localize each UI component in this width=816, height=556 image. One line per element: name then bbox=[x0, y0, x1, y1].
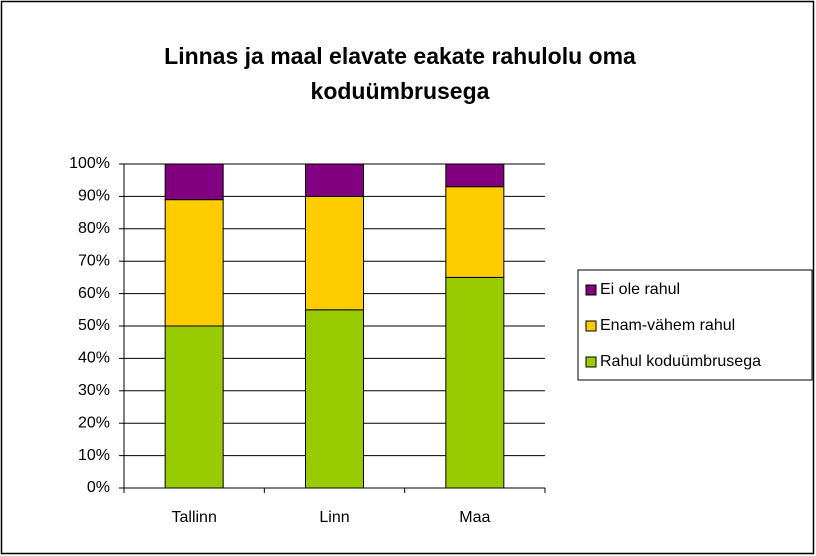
bar-segment bbox=[445, 163, 505, 188]
bar-segment bbox=[164, 163, 224, 201]
x-tick-label: Tallinn bbox=[171, 509, 216, 526]
bar-segment bbox=[305, 163, 364, 197]
y-tick-label: 90% bbox=[78, 188, 110, 205]
y-tick-label: 40% bbox=[78, 350, 110, 367]
chart-title: koduümbrusega bbox=[311, 78, 490, 104]
legend-box bbox=[577, 269, 813, 381]
bar-segment bbox=[445, 276, 505, 489]
y-tick-label: 70% bbox=[78, 252, 110, 269]
bar-segment bbox=[445, 186, 505, 278]
chart-title: Linnas ja maal elavate eakate rahulolu o… bbox=[164, 43, 636, 69]
y-tick-label: 80% bbox=[78, 220, 110, 237]
legend-swatch bbox=[585, 284, 597, 296]
bar-segment bbox=[305, 195, 364, 311]
legend-label: Rahul koduümbrusega bbox=[600, 353, 761, 370]
x-tick-label: Linn bbox=[319, 509, 349, 526]
bar-segment bbox=[164, 325, 224, 489]
bar-segment bbox=[164, 199, 224, 327]
y-tick-label: 50% bbox=[78, 317, 110, 334]
legend-swatch bbox=[585, 320, 597, 332]
y-tick-label: 60% bbox=[78, 285, 110, 302]
y-tick-label: 0% bbox=[87, 479, 110, 496]
y-tick-label: 20% bbox=[78, 414, 110, 431]
legend-label: Enam-vähem rahul bbox=[600, 317, 735, 334]
y-tick-label: 100% bbox=[69, 155, 110, 172]
y-tick-label: 30% bbox=[78, 382, 110, 399]
x-tick-label: Maa bbox=[459, 509, 490, 526]
legend-label: Ei ole rahul bbox=[600, 281, 680, 298]
legend-swatch bbox=[585, 356, 597, 368]
y-tick-label: 10% bbox=[78, 447, 110, 464]
bar-segment bbox=[305, 309, 364, 489]
